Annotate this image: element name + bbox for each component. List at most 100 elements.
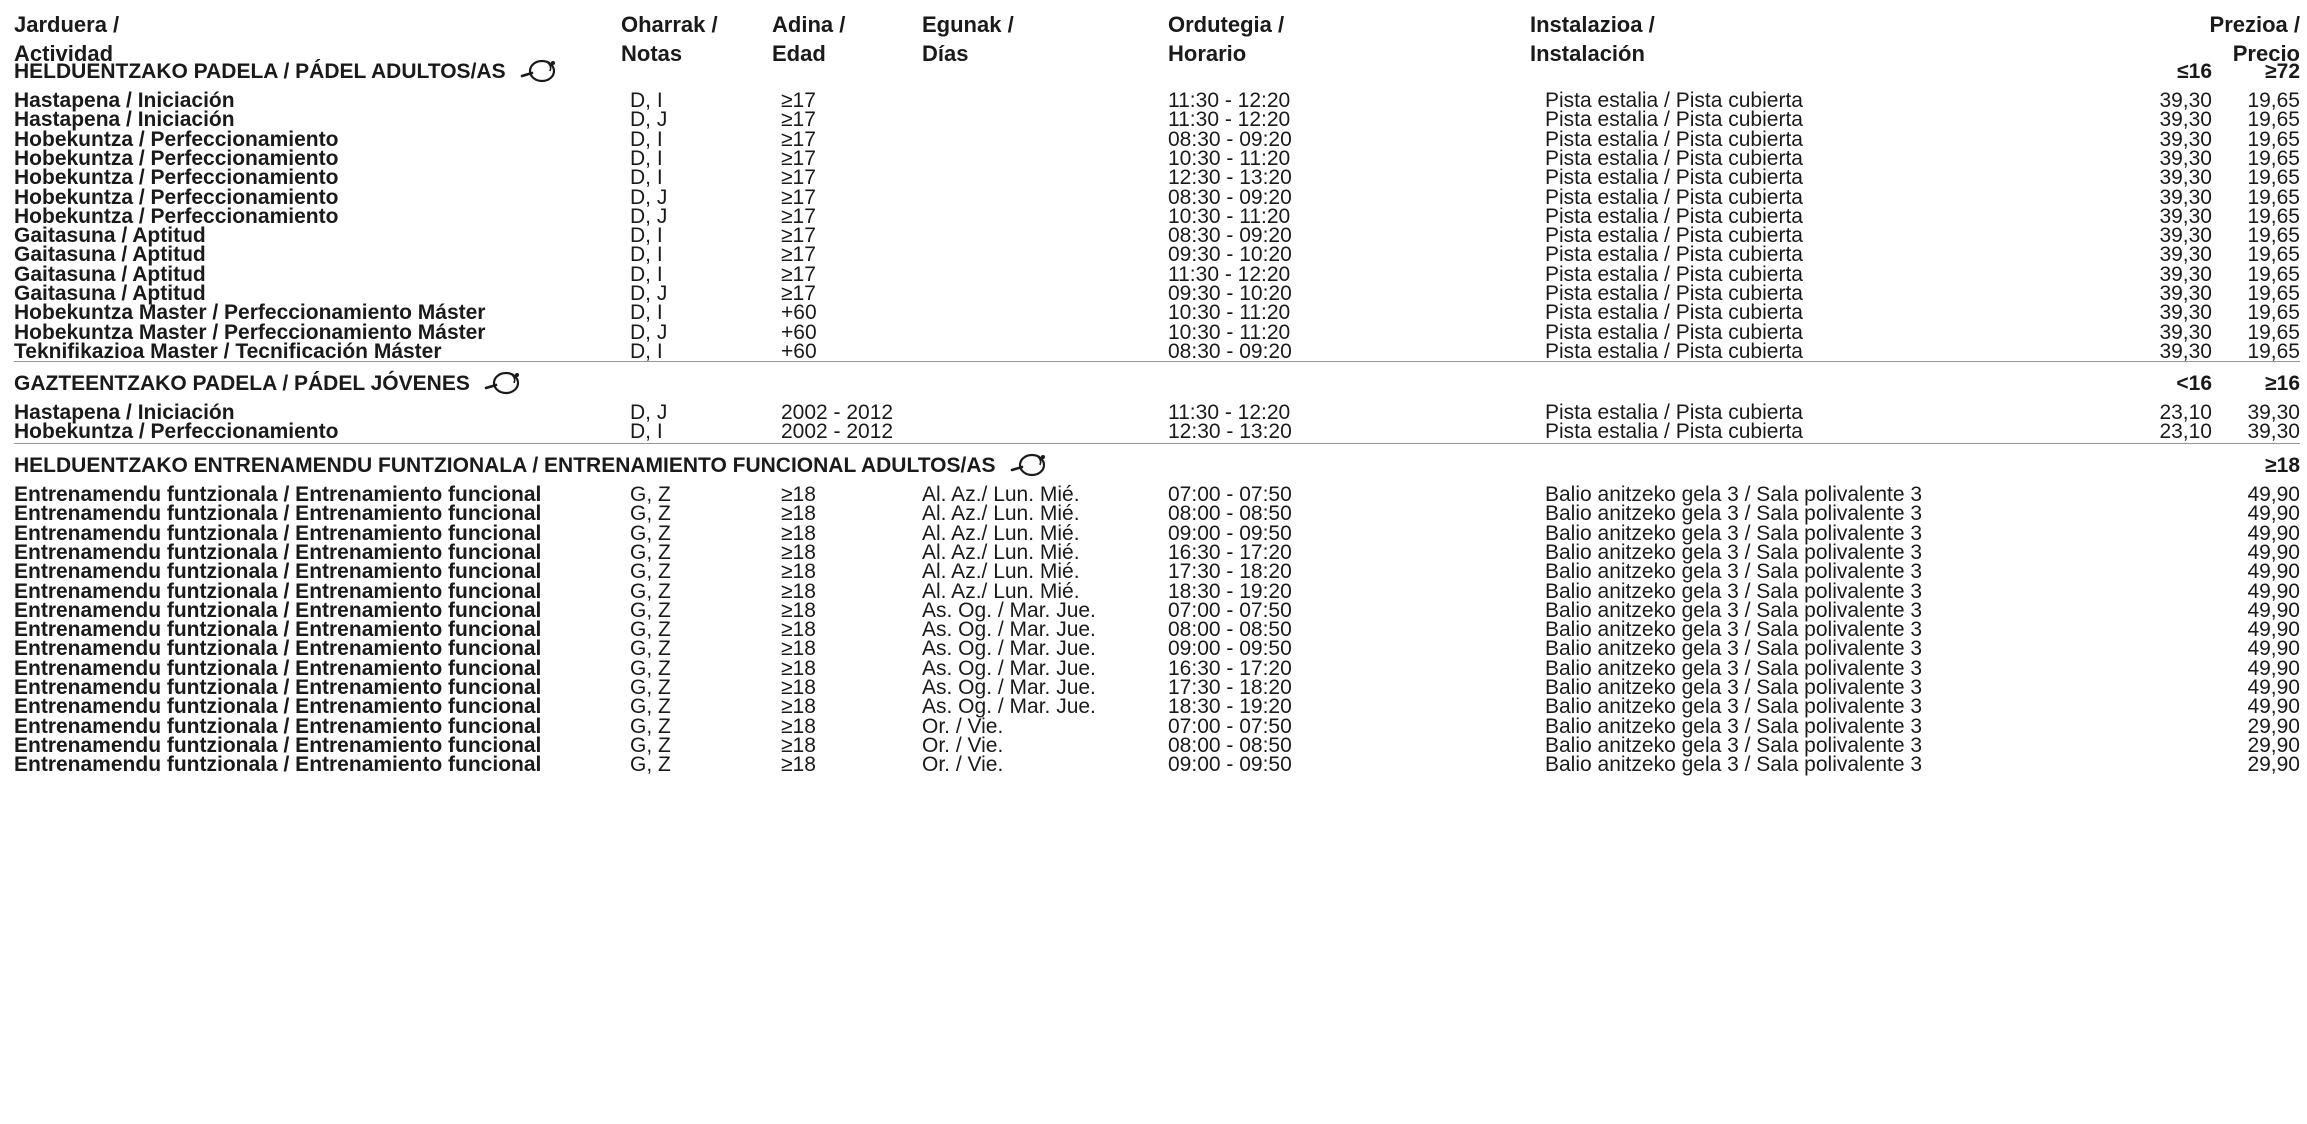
schedule-cell: 10:30 - 11:20 <box>1168 204 1291 228</box>
table-row: Gaitasuna / Aptitud D, J ≥17 09:30 - 10:20 P… <box>0 282 2307 310</box>
days-cell: Or. / Vie. <box>922 753 1004 777</box>
schedule-cell: 10:30 - 11:20 <box>1168 301 1291 325</box>
price-cell-2: 49,90 <box>2247 521 2300 545</box>
header-activity-es: Actividad <box>14 41 114 66</box>
schedule-cell: 08:30 - 09:20 <box>1168 339 1292 363</box>
facility-cell: Balio anitzeko gela 3 / Sala polivalente… <box>1545 733 1923 757</box>
activity-cell: Hobekuntza / Perfeccionamiento <box>14 166 339 190</box>
facility-cell: Pista estalia / Pista cubierta <box>1545 224 1803 248</box>
header-price-es: Precio <box>2232 41 2300 66</box>
days-cell: Or. / Vie. <box>922 714 1004 738</box>
age-cell: ≥17 <box>781 185 816 209</box>
padel-racket-svg <box>484 371 519 395</box>
schedule-cell: 08:00 - 08:50 <box>1168 618 1292 642</box>
table-row: Hastapena / Iniciación D, I ≥17 11:30 - 12:… <box>0 89 2307 117</box>
price-cell-1: 39,30 <box>2159 185 2212 209</box>
price-cell-2: 49,90 <box>2247 540 2300 564</box>
facility-cell: Balio anitzeko gela 3 / Sala polivalente… <box>1545 598 1923 622</box>
age-cell: +60 <box>781 339 817 363</box>
facility-cell: Pista estalia / Pista cubierta <box>1545 282 1803 305</box>
days-cell: Al. Az./ Lun. Mié. <box>922 502 1080 526</box>
notes-cell: D, J <box>630 401 668 424</box>
price-cell-1: 39,30 <box>2159 127 2212 151</box>
price-cell-2: 49,90 <box>2247 656 2300 680</box>
facility-cell: Balio anitzeko gela 3 / Sala polivalente… <box>1545 618 1923 642</box>
header-notes-es: Notas <box>621 41 683 66</box>
table-row: Hobekuntza / Perfeccionamiento D, I ≥17 08:… <box>0 128 2307 156</box>
price-cell-2: 49,90 <box>2247 598 2300 622</box>
header-age-es: Edad <box>772 41 826 66</box>
price-cell-1: 39,30 <box>2159 301 2212 325</box>
notes-cell: G, Z <box>630 733 671 757</box>
activity-cell: Hobekuntza Master / Perfeccionamiento Má… <box>14 301 486 325</box>
activity-cell: Entrenamendu funtzionala / Entrenamiento… <box>14 656 542 680</box>
table-row: Entrenamendu funtzionala / Entrenamiento… <box>0 502 2307 530</box>
facility-cell: Balio anitzeko gela 3 / Sala polivalente… <box>1545 521 1923 545</box>
activity-cell: Hobekuntza / Perfeccionamiento <box>14 127 339 151</box>
activity-cell: Entrenamendu funtzionala / Entrenamiento… <box>14 676 542 699</box>
activity-cell: Entrenamendu funtzionala / Entrenamiento… <box>14 502 542 526</box>
table-row: Entrenamendu funtzionala / Entrenamiento… <box>0 599 2307 627</box>
facility-cell: Pista estalia / Pista cubierta <box>1545 166 1803 190</box>
days-cell: Al. Az./ Lun. Mié. <box>922 540 1080 564</box>
price-cell-2: 49,90 <box>2247 560 2300 584</box>
table-row: Hastapena / Iniciación D, J ≥17 11:30 - 12:… <box>0 108 2307 136</box>
price-cell-1: 39,30 <box>2159 108 2212 132</box>
notes-cell: D, I <box>630 224 663 248</box>
facility-cell: Balio anitzeko gela 3 / Sala polivalente… <box>1545 753 1923 777</box>
activity-cell: Entrenamendu funtzionala / Entrenamiento… <box>14 560 542 584</box>
activity-cell: Hobekuntza / Perfeccionamiento <box>14 204 339 228</box>
activity-cell: Hobekuntza / Perfeccionamiento <box>14 185 339 209</box>
schedule-cell: 08:00 - 08:50 <box>1168 502 1292 526</box>
header-schedule-eu: Ordutegia / <box>1168 12 1285 37</box>
facility-cell: Pista estalia / Pista cubierta <box>1545 89 1803 112</box>
schedule-cell: 09:30 - 10:20 <box>1168 282 1292 305</box>
notes-cell: G, Z <box>630 521 671 545</box>
header-price: Prezioa / Precio <box>2210 10 2300 68</box>
notes-cell: D, I <box>630 262 663 286</box>
facility-cell: Balio anitzeko gela 3 / Sala polivalente… <box>1545 579 1923 603</box>
price-cell-2: 19,65 <box>2247 301 2300 325</box>
activity-cell: Entrenamendu funtzionala / Entrenamiento… <box>14 733 542 757</box>
days-cell: As. Og. / Mar. Jue. <box>922 618 1096 642</box>
table-row: Hobekuntza Master / Perfeccionamiento Má… <box>0 301 2307 329</box>
schedule-cell: 09:00 - 09:50 <box>1168 637 1292 661</box>
notes-cell: G, Z <box>630 676 671 699</box>
facility-cell: Pista estalia / Pista cubierta <box>1545 262 1803 286</box>
header-days: Egunak / Días <box>922 10 1014 68</box>
age-cell: ≥18 <box>781 753 816 777</box>
age-cell: 2002 - 2012 <box>781 401 894 424</box>
age-cell: ≥17 <box>781 108 816 132</box>
header-facility-es: Instalación <box>1530 41 1645 66</box>
table-row: Teknifikazioa Master / Tecnificación Más… <box>0 340 2307 368</box>
activity-cell: Hastapena / Iniciación <box>14 401 235 424</box>
facility-cell: Balio anitzeko gela 3 / Sala polivalente… <box>1545 656 1923 680</box>
activity-cell: Entrenamendu funtzionala / Entrenamiento… <box>14 483 542 506</box>
header-age: Adina / Edad <box>772 10 845 68</box>
table-row: Gaitasuna / Aptitud D, I ≥17 08:30 - 09:20 P… <box>0 224 2307 252</box>
activity-cell: Gaitasuna / Aptitud <box>14 224 206 248</box>
age-cell: ≥18 <box>781 656 816 680</box>
table-row: Entrenamendu funtzionala / Entrenamiento… <box>0 618 2307 646</box>
price-cell-2: 19,65 <box>2247 146 2300 170</box>
section-title: GAZTEENTZAKO PADELA / PÁDEL JÓVENES <box>14 370 522 398</box>
schedule-cell: 16:30 - 17:20 <box>1168 656 1292 680</box>
table-row: Hastapena / Iniciación D, J 2002 - 2012 11:… <box>0 401 2307 429</box>
header-days-es: Días <box>922 41 969 66</box>
header-facility: Instalazioa / Instalación <box>1530 10 1655 68</box>
notes-cell: D, I <box>630 301 663 325</box>
price-cell-1: 23,10 <box>2159 420 2212 444</box>
activity-cell: Hastapena / Iniciación <box>14 89 235 112</box>
age-cell: +60 <box>781 301 817 325</box>
header-activity: Jarduera / Actividad <box>14 10 119 68</box>
age-cell: ≥18 <box>781 676 816 699</box>
facility-cell: Pista estalia / Pista cubierta <box>1545 204 1803 228</box>
days-cell: Al. Az./ Lun. Mié. <box>922 521 1080 545</box>
schedule-cell: 17:30 - 18:20 <box>1168 676 1292 699</box>
padel-racket-icon <box>506 59 558 83</box>
age-cell: ≥18 <box>781 714 816 738</box>
age-cell: ≥17 <box>781 89 816 112</box>
section-title: HELDUENTZAKO ENTRENAMENDU FUNTZIONALA / … <box>14 452 1048 480</box>
days-cell: Al. Az./ Lun. Mié. <box>922 560 1080 584</box>
schedule-cell: 18:30 - 19:20 <box>1168 579 1292 603</box>
